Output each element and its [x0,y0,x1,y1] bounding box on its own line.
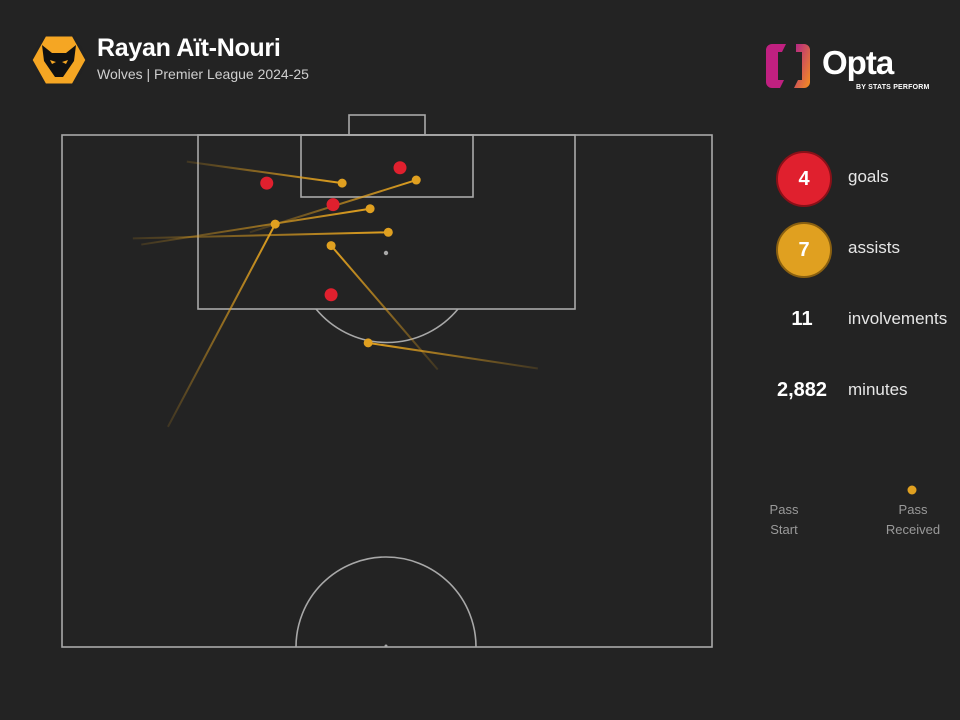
opta-tagline: BY STATS PERFORM [856,84,930,91]
penalty-spot [383,250,389,256]
stat-value: 4 [776,151,832,207]
assist-pass-line [368,341,538,370]
penalty-box [197,134,576,310]
stat-value: 11 [791,308,813,330]
player-name: Rayan Aït-Nouri [97,34,281,62]
center-spot [384,644,388,648]
goal-dot [324,288,338,302]
goal-dot [326,198,340,212]
pitch-chart [61,114,713,648]
stat-goals: 4 goals [770,151,960,207]
assist-received-dot [337,178,347,188]
stat-label: assists [848,238,900,257]
goal-dot [260,176,274,190]
assist-received-dot [363,338,373,348]
legend-pass-received: Pass Received [885,502,941,537]
legend-pass-start: Pass Start [769,502,799,537]
assist-received-dot [383,227,393,237]
assist-received-dot [365,204,375,214]
assist-pass-line [132,231,389,240]
center-circle [295,556,477,648]
stat-assists: 7 assists [770,222,960,278]
legend-pass-line [785,485,917,495]
wolves-crest-icon [30,33,88,87]
six-yard-box [300,134,474,198]
opta-logo-icon [766,44,810,88]
assist-pass-line [330,244,439,371]
stat-value: 2,882 [776,379,828,401]
stat-label: goals [848,167,889,186]
stat-label: involvements [848,309,948,328]
pitch-lines [61,114,713,648]
stat-value: 7 [776,222,832,278]
stat-minutes: 2,882 minutes [770,364,960,418]
assist-pass-line [186,160,343,185]
stat-label: minutes [848,380,908,399]
assist-pass-line [167,223,277,428]
opta-wordmark: Opta [822,44,894,81]
assist-pass-line [141,207,371,246]
legend-received-dot [907,485,917,495]
pitch-outline [61,134,713,648]
assist-received-dot [326,241,336,251]
goal-dot [393,161,407,175]
team-competition: Wolves | Premier League 2024-25 [97,66,309,82]
assist-received-dot [411,175,421,185]
stat-involvements: 11 involvements [770,293,960,347]
penalty-arc [315,308,459,344]
assist-received-dot [270,219,280,229]
goal [348,114,426,136]
